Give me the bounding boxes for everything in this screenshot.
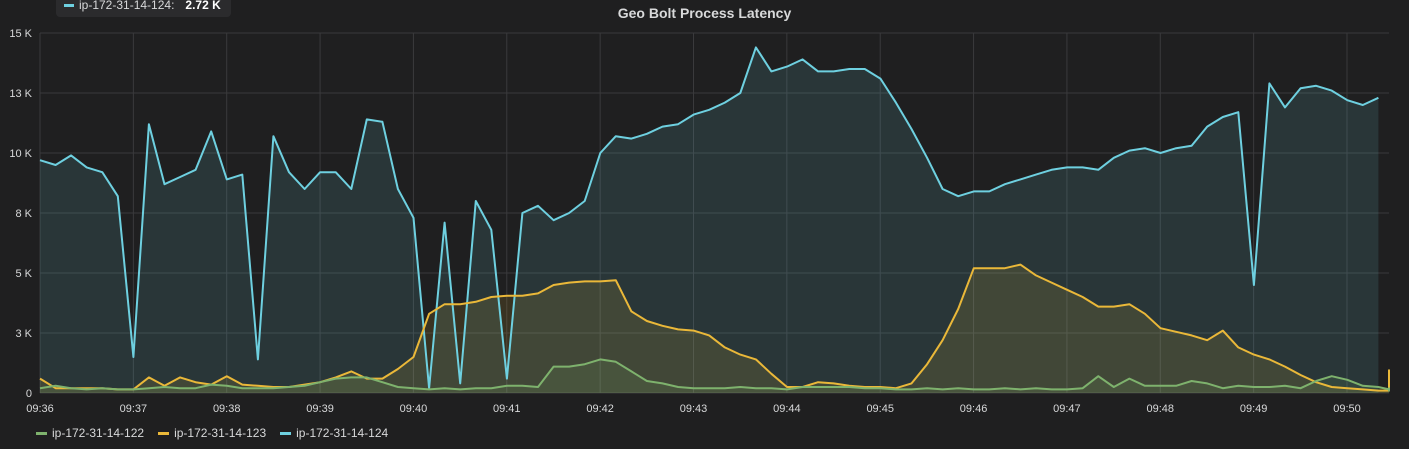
series-area	[40, 264, 1389, 393]
y-tick-label: 0	[26, 388, 32, 400]
x-tick-label: 09:43	[680, 403, 708, 415]
tooltip-swatch	[64, 3, 74, 7]
series-area	[40, 359, 1389, 393]
legend-label: ip-172-31-14-122	[52, 426, 145, 440]
legend-item-123[interactable]: ip-172-31-14-123	[158, 426, 266, 440]
series-line	[39, 358, 1390, 392]
chart-grid	[39, 32, 1389, 394]
x-tick-label: 09:40	[400, 403, 428, 415]
series-lines	[39, 46, 1390, 392]
x-tick-label: 09:42	[586, 403, 614, 415]
x-tick-label: 09:47	[1053, 403, 1081, 415]
x-tick-label: 09:41	[493, 403, 521, 415]
x-tick-label: 09:49	[1240, 403, 1268, 415]
legend-label: ip-172-31-14-123	[174, 426, 267, 440]
x-tick-label: 09:50	[1333, 403, 1361, 415]
tooltip-value: 2.72 K	[185, 0, 221, 12]
y-tick-label: 3 K	[15, 328, 32, 340]
x-tick-label: 09:39	[306, 403, 334, 415]
legend-swatch	[158, 431, 170, 435]
panel-title: Geo Bolt Process Latency	[617, 5, 792, 21]
y-axis-labels: 0 3 K 5 K 8 K 10 K 13 K 15 K	[9, 28, 32, 400]
legend-swatch	[36, 431, 47, 435]
x-tick-label: 09:48	[1147, 403, 1175, 415]
legend-item-124[interactable]: ip-172-31-14-124	[280, 426, 388, 440]
y-tick-label: 13 K	[9, 88, 32, 100]
y-tick-label: 15 K	[9, 28, 32, 40]
x-axis-labels: 09:36 09:37 09:38 09:39 09:40 09:41 09:42 09:43…	[26, 403, 1361, 415]
y-tick-label: 5 K	[15, 268, 32, 280]
legend-swatch	[280, 431, 292, 435]
x-tick-label: 09:36	[26, 403, 54, 415]
legend: ip-172-31-14-122 ip-172-31-14-123 ip-172…	[36, 426, 388, 440]
y-tick-label: 8 K	[15, 208, 32, 220]
tooltip-series: ip-172-31-14-124:	[79, 0, 175, 12]
hover-tooltip: ip-172-31-14-124: 2.72 K	[56, 0, 231, 17]
x-tick-label: 09:46	[960, 403, 988, 415]
x-tick-label: 09:37	[120, 403, 148, 415]
x-tick-label: 09:45	[866, 403, 894, 415]
x-tick-label: 09:38	[213, 403, 241, 415]
legend-item-122[interactable]: ip-172-31-14-122	[36, 426, 144, 440]
series-line	[39, 46, 1379, 390]
x-tick-label: 09:44	[773, 403, 801, 415]
series-areas	[40, 47, 1389, 394]
y-tick-label: 10 K	[9, 148, 32, 160]
legend-label: ip-172-31-14-124	[296, 426, 389, 440]
series-area	[40, 47, 1379, 394]
